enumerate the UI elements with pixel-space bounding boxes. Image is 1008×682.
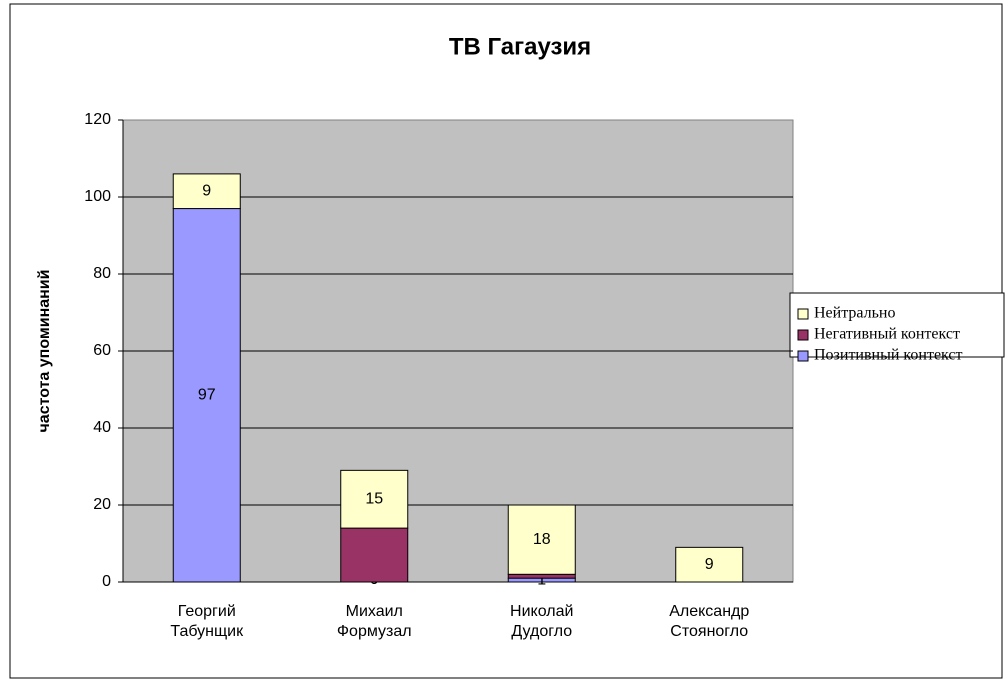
x-tick-label: Табунщик: [170, 623, 244, 640]
y-tick-label: 20: [93, 496, 111, 513]
chart-title: ТВ Гагаузия: [449, 33, 591, 60]
y-tick-label: 60: [93, 342, 111, 359]
y-axis-label: частота упоминаний: [36, 270, 53, 433]
x-tick-label: Формузал: [337, 623, 412, 640]
legend-swatch: [797, 350, 809, 362]
data-label: 9: [202, 182, 211, 199]
bar-segment: [172, 173, 241, 210]
x-tick-label: Николай: [510, 603, 573, 620]
bar-segment: [675, 546, 744, 583]
x-tick-label: Георгий: [178, 603, 236, 620]
x-tick-label: Михаил: [346, 603, 403, 620]
y-tick-label: 0: [102, 573, 111, 590]
bar-segment: [507, 504, 576, 575]
x-tick-label: Дудогло: [511, 623, 572, 640]
bar-segment: [340, 469, 409, 529]
data-label: 15: [365, 490, 383, 507]
legend-label: Позитивный контекст: [814, 347, 963, 364]
legend-swatch: [797, 308, 809, 320]
data-label: 9: [705, 556, 714, 573]
x-tick-label: Александр: [669, 603, 749, 620]
data-label: 1: [537, 571, 546, 588]
x-tick-label: Стояногло: [670, 623, 748, 640]
y-tick-label: 100: [84, 188, 111, 205]
legend-swatch: [797, 329, 809, 341]
y-tick-label: 40: [93, 419, 111, 436]
bar-segment: [507, 573, 576, 579]
y-tick-label: 80: [93, 265, 111, 282]
bar-segment: [172, 208, 241, 583]
legend-label: Нейтрально: [814, 305, 896, 322]
legend-label: Негативный контекст: [814, 326, 960, 343]
y-tick-label: 120: [84, 111, 111, 128]
data-label: 97: [198, 386, 216, 403]
bar-segment: [340, 527, 409, 583]
data-label: 18: [533, 531, 551, 548]
legend: [789, 292, 1005, 358]
